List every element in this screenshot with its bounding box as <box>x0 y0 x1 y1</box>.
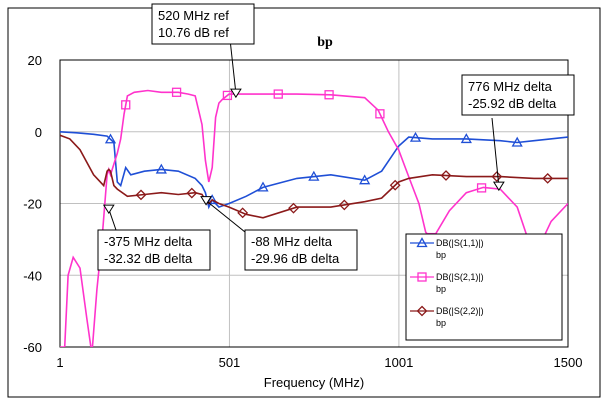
marker-annotation: 776 MHz delta -25.92 dB delta <box>461 74 575 192</box>
series-marker <box>222 90 233 101</box>
annotation-leader <box>108 208 117 231</box>
y-tick-label: 0 <box>35 125 42 140</box>
annotation-text: -32.32 dB delta <box>104 251 193 266</box>
marker-annotation: -375 MHz delta -32.32 dB delta <box>97 204 211 271</box>
annotation-text: -29.96 dB delta <box>251 251 340 266</box>
tick-labels: 1 501 1001 1500 20 0 -20 -40 -60 <box>23 53 582 370</box>
y-tick-label: -60 <box>23 340 42 355</box>
annotation-leader <box>205 200 246 233</box>
legend-label: DB(|S(1,1)|) <box>436 238 484 248</box>
x-axis-label: Frequency (MHz) <box>264 375 364 390</box>
series-marker <box>460 133 472 144</box>
series-marker <box>257 181 269 192</box>
series-marker <box>273 89 283 99</box>
legend-sublabel: bp <box>436 250 446 260</box>
series-marker <box>104 133 117 144</box>
series-marker <box>389 179 401 191</box>
y-tick-label: 20 <box>28 53 42 68</box>
series-marker <box>375 109 385 119</box>
chart-title: bp <box>317 35 333 50</box>
legend-sublabel: bp <box>436 318 446 328</box>
annotation-text: -375 MHz delta <box>104 234 193 249</box>
legend: DB(|S(1,1)|)bpDB(|S(2,1)|)bpDB(|S(2,2)|)… <box>405 233 563 341</box>
series-marker <box>440 170 452 181</box>
series-marker <box>542 172 554 184</box>
legend-box <box>405 233 563 341</box>
chart-border <box>7 7 601 398</box>
annotation-box <box>97 229 211 271</box>
annotation-text: 776 MHz delta <box>468 79 553 94</box>
legend-marker <box>416 305 428 317</box>
annotation-text: 520 MHz ref <box>158 8 229 23</box>
annotation-text: -25.92 dB delta <box>468 96 557 111</box>
annotation-leader <box>491 117 500 187</box>
annotation-box <box>461 74 575 116</box>
y-tick-label: -40 <box>23 268 42 283</box>
series-marker <box>308 170 320 181</box>
series-marker <box>409 131 422 142</box>
x-tick-label: 501 <box>219 355 241 370</box>
marker-triangle-icon <box>229 88 242 99</box>
annotations: 520 MHz ref 10.76 dB ref 776 MHz delta -25.… <box>97 3 575 271</box>
series-marker <box>491 171 503 183</box>
series-marker <box>121 100 131 110</box>
legend-entry: DB(|S(2,2)|) bp <box>410 305 484 328</box>
x-tick-label: 1 <box>56 355 63 370</box>
annotation-box <box>244 229 358 271</box>
marker-triangle-icon <box>102 204 115 215</box>
series-marker <box>338 199 350 211</box>
series-marker <box>476 183 487 193</box>
x-tick-label: 1001 <box>384 355 413 370</box>
legend-entry: DB(|S(2,1)|) bp <box>410 272 484 294</box>
legend-label: DB(|S(2,1)|) <box>436 272 484 282</box>
annotation-text: -88 MHz delta <box>251 234 333 249</box>
marker-triangle-icon <box>200 196 212 206</box>
series-marker <box>155 163 167 174</box>
series-marker <box>237 207 249 219</box>
legend-sublabel: bp <box>436 284 446 294</box>
series-marker <box>171 87 182 97</box>
series-marker <box>359 174 371 185</box>
annotation-box <box>151 3 255 45</box>
legend-label: DB(|S(2,2)|) <box>436 306 484 316</box>
series-marker <box>288 202 299 214</box>
series-marker <box>186 187 198 199</box>
y-tick-label: -20 <box>23 197 42 212</box>
legend-marker <box>417 272 427 282</box>
x-tick-label: 1500 <box>554 355 583 370</box>
annotation-text: 10.76 dB ref <box>158 25 229 40</box>
marker-annotation: 520 MHz ref 10.76 dB ref <box>151 3 255 99</box>
series-marker <box>324 90 334 100</box>
marker-annotation: -88 MHz delta -29.96 dB delta <box>200 196 358 271</box>
series-marker <box>511 136 523 147</box>
legend-entry: DB(|S(1,1)|) bp <box>410 237 484 260</box>
legend-marker <box>416 237 428 248</box>
series-marker <box>135 189 147 201</box>
marker-triangle-icon <box>492 181 505 192</box>
